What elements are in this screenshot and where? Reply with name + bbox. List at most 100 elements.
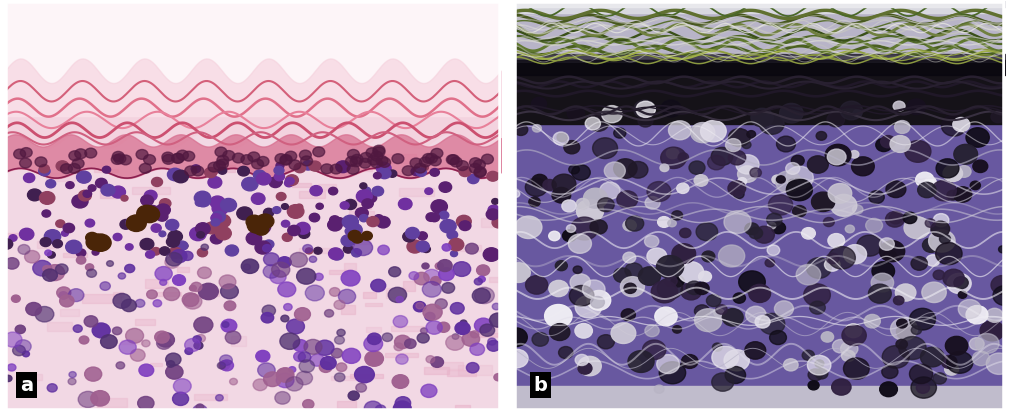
Circle shape bbox=[310, 354, 324, 366]
Circle shape bbox=[262, 313, 274, 323]
Circle shape bbox=[891, 318, 917, 341]
Circle shape bbox=[772, 176, 783, 185]
Circle shape bbox=[213, 161, 225, 171]
Circle shape bbox=[191, 282, 202, 292]
Circle shape bbox=[255, 221, 271, 234]
Circle shape bbox=[319, 362, 332, 373]
Circle shape bbox=[457, 161, 469, 171]
Circle shape bbox=[42, 211, 50, 218]
Circle shape bbox=[916, 173, 934, 188]
Circle shape bbox=[852, 206, 863, 214]
Circle shape bbox=[388, 171, 397, 178]
Circle shape bbox=[313, 147, 324, 157]
Circle shape bbox=[347, 150, 360, 160]
Circle shape bbox=[39, 192, 55, 205]
Bar bbox=[0, 233, 31, 237]
Circle shape bbox=[475, 167, 486, 177]
Circle shape bbox=[689, 161, 705, 175]
Circle shape bbox=[69, 152, 81, 161]
Circle shape bbox=[671, 276, 685, 287]
Circle shape bbox=[916, 382, 929, 393]
Circle shape bbox=[588, 115, 609, 132]
Circle shape bbox=[722, 309, 743, 326]
Circle shape bbox=[246, 216, 263, 229]
Circle shape bbox=[712, 343, 722, 351]
Bar bbox=[449, 246, 481, 251]
Circle shape bbox=[416, 242, 429, 252]
Circle shape bbox=[445, 335, 465, 351]
Circle shape bbox=[69, 372, 76, 378]
Circle shape bbox=[269, 178, 282, 188]
Bar bbox=[82, 294, 121, 304]
Circle shape bbox=[285, 178, 294, 185]
Circle shape bbox=[53, 240, 63, 248]
Circle shape bbox=[742, 142, 751, 149]
Circle shape bbox=[329, 216, 340, 225]
Circle shape bbox=[468, 175, 479, 184]
Circle shape bbox=[745, 306, 766, 323]
Circle shape bbox=[473, 289, 490, 304]
Circle shape bbox=[597, 335, 614, 349]
Circle shape bbox=[827, 150, 846, 165]
Circle shape bbox=[448, 239, 464, 251]
Circle shape bbox=[736, 155, 759, 175]
Circle shape bbox=[568, 107, 585, 121]
Circle shape bbox=[112, 327, 122, 335]
Circle shape bbox=[60, 295, 74, 307]
Circle shape bbox=[575, 324, 593, 338]
Circle shape bbox=[422, 263, 429, 269]
Circle shape bbox=[277, 193, 286, 201]
Circle shape bbox=[83, 191, 92, 198]
Circle shape bbox=[38, 167, 51, 176]
Circle shape bbox=[347, 165, 360, 175]
Circle shape bbox=[217, 362, 225, 369]
Circle shape bbox=[749, 228, 763, 239]
Circle shape bbox=[869, 285, 891, 304]
Bar bbox=[194, 289, 219, 296]
Circle shape bbox=[423, 270, 440, 283]
Circle shape bbox=[75, 150, 87, 159]
Circle shape bbox=[425, 313, 435, 321]
Circle shape bbox=[220, 360, 233, 371]
Circle shape bbox=[712, 347, 738, 369]
Circle shape bbox=[953, 187, 972, 203]
Circle shape bbox=[141, 340, 150, 347]
Bar bbox=[144, 279, 169, 289]
Circle shape bbox=[365, 351, 384, 366]
Circle shape bbox=[941, 356, 956, 368]
Circle shape bbox=[450, 158, 463, 168]
Circle shape bbox=[933, 214, 948, 227]
Circle shape bbox=[402, 166, 414, 176]
Circle shape bbox=[363, 188, 371, 194]
Circle shape bbox=[198, 268, 211, 279]
Circle shape bbox=[35, 157, 46, 167]
Circle shape bbox=[474, 160, 486, 170]
Circle shape bbox=[255, 242, 271, 254]
Circle shape bbox=[766, 259, 775, 267]
Circle shape bbox=[638, 115, 653, 128]
Circle shape bbox=[23, 376, 32, 383]
Circle shape bbox=[210, 197, 225, 209]
Bar bbox=[514, 84, 1005, 391]
Bar bbox=[121, 340, 143, 344]
Circle shape bbox=[182, 252, 193, 261]
Circle shape bbox=[297, 269, 316, 285]
Circle shape bbox=[578, 363, 592, 374]
Bar bbox=[365, 303, 382, 307]
Circle shape bbox=[525, 276, 547, 294]
Circle shape bbox=[815, 360, 824, 368]
Circle shape bbox=[899, 337, 926, 360]
Circle shape bbox=[139, 164, 152, 174]
Circle shape bbox=[86, 264, 94, 271]
Circle shape bbox=[843, 245, 867, 264]
Circle shape bbox=[680, 229, 691, 238]
Circle shape bbox=[172, 154, 184, 164]
Circle shape bbox=[573, 266, 582, 274]
Circle shape bbox=[168, 231, 183, 243]
Circle shape bbox=[45, 265, 65, 281]
Circle shape bbox=[215, 395, 223, 401]
Circle shape bbox=[337, 330, 345, 336]
Circle shape bbox=[682, 355, 698, 368]
Circle shape bbox=[395, 335, 411, 349]
Circle shape bbox=[475, 287, 494, 304]
